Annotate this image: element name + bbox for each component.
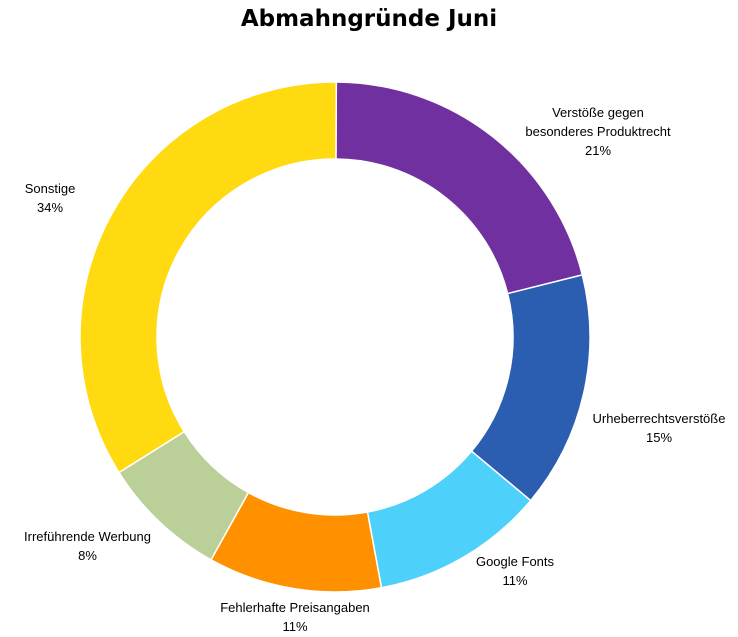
slice-label-2: Google Fonts 11% [455, 552, 575, 590]
slice-label-5: Sonstige 34% [10, 179, 90, 217]
slice-label-text: Verstöße gegen [552, 105, 644, 120]
slice-label-4: Irreführende Werbung 8% [0, 527, 175, 565]
slice-label-text: Fehlerhafte Preisangaben [220, 600, 370, 615]
slice-percent: 15% [645, 430, 673, 445]
slice-label-1: Urheberrechtsverstöße 15% [580, 409, 738, 447]
slice-label-text: Irreführende Werbung [24, 529, 151, 544]
donut-slice-5 [79, 81, 338, 474]
chart-title: Abmahngründe Juni [240, 6, 498, 32]
slice-percent: 11% [502, 573, 528, 588]
slice-label-text: Google Fonts [475, 554, 555, 569]
slice-percent: 34% [36, 200, 64, 215]
slice-label-3: Fehlerhafte Preisangaben 11% [200, 598, 390, 636]
slice-percent: 21% [584, 143, 612, 158]
slice-label-0: Verstöße gegen besonderes Produktrecht 21% [498, 103, 698, 160]
slice-percent: 11% [282, 619, 308, 634]
slice-label-text: Sonstige [24, 181, 76, 196]
slice-percent: 8% [78, 548, 97, 563]
slice-label-text: besonderes Produktrecht [525, 124, 671, 139]
slice-label-text: Urheberrechtsverstöße [592, 411, 726, 426]
